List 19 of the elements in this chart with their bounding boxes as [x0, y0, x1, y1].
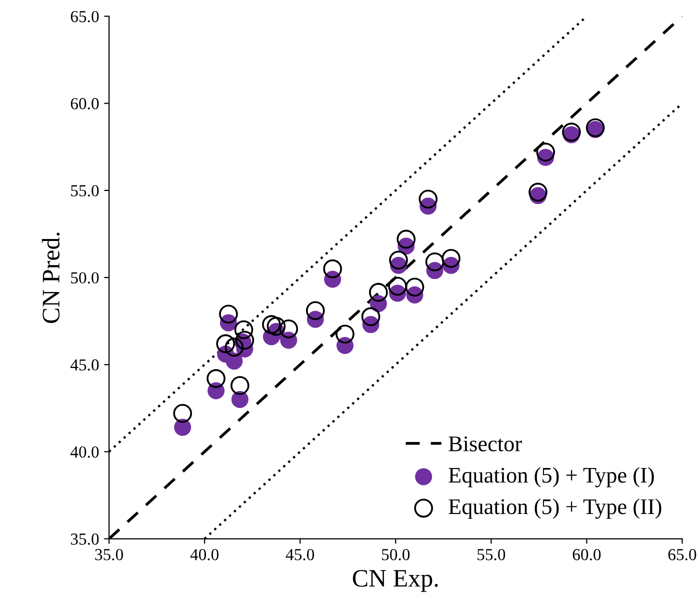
y-tick-label: 50.0 — [71, 272, 99, 284]
y-axis-title: CN Pred. — [42, 232, 60, 324]
x-tick-label: 40.0 — [190, 548, 219, 560]
x-tick-label: 55.0 — [478, 548, 506, 560]
x-axis-title: CN Exp. — [352, 570, 438, 592]
x-tick-label: 35.0 — [95, 548, 123, 560]
y-tick-label: 35.0 — [70, 533, 99, 545]
y-tick-label: 60.0 — [70, 98, 99, 110]
y-tick-label: 55.0 — [71, 185, 99, 196]
legend-label: Bisector — [448, 436, 522, 452]
x-tick-label: 45.0 — [286, 548, 314, 560]
y-tick-label: 40.0 — [70, 446, 99, 458]
x-tick-label: 60.0 — [572, 548, 601, 560]
legend-label: Equation (5) + Type (I) — [448, 467, 654, 488]
y-tick-label: 45.0 — [70, 359, 99, 371]
y-tick-label: 65.0 — [70, 10, 99, 22]
x-tick-label: 65.0 — [668, 548, 696, 560]
legend-label: Equation (5) + Type (II) — [448, 498, 662, 519]
x-tick-label: 50.0 — [382, 548, 410, 560]
